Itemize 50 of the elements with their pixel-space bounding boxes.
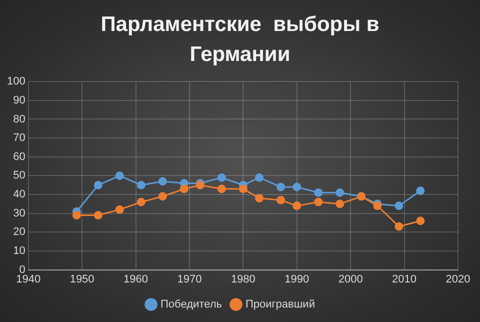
point: [115, 171, 124, 180]
x-tick-label: 1960: [124, 273, 148, 286]
chart-title: Парламентские выборы в Германии: [100, 12, 380, 68]
point: [115, 205, 124, 214]
point: [72, 210, 81, 220]
point: [94, 210, 102, 220]
point: [416, 216, 425, 226]
point: [276, 182, 286, 192]
point: [314, 198, 323, 206]
point: [217, 184, 226, 194]
point: [292, 202, 302, 210]
y-tick-label: 100: [6, 76, 26, 88]
point: [180, 184, 188, 194]
point: [394, 202, 404, 210]
x-tick-label: 1990: [284, 273, 310, 286]
point: [238, 184, 248, 194]
point: [336, 200, 344, 208]
x-tick-label: 1980: [230, 273, 256, 286]
point: [336, 188, 344, 197]
point: [217, 173, 226, 182]
y-tick-label: 10: [13, 245, 26, 258]
x-tick-label: 2010: [392, 273, 417, 286]
y-tick-label: 0: [19, 264, 26, 276]
y-tick-label: 50: [13, 170, 26, 182]
point: [255, 173, 264, 182]
y-tick-label: 30: [13, 207, 26, 220]
point: [158, 192, 167, 201]
x-tick-label: 1940: [16, 273, 41, 286]
point: [416, 186, 425, 196]
point: [292, 182, 302, 192]
x-tick-label: 1950: [70, 273, 94, 286]
x-tick-label: 2000: [338, 273, 363, 286]
y-tick-label: 40: [13, 188, 26, 201]
legend-label: Проигравший: [245, 298, 315, 311]
point: [136, 198, 146, 206]
point: [94, 180, 102, 190]
point: [314, 188, 323, 197]
y-tick-label: 80: [13, 113, 26, 126]
y-tick-label: 60: [13, 150, 26, 163]
point: [136, 180, 146, 190]
x-tick-label: 2020: [446, 273, 470, 286]
legend-label: Победитель: [160, 298, 222, 311]
y-tick-label: 70: [13, 132, 26, 144]
point: [276, 196, 286, 204]
y-tick-label: 20: [13, 226, 26, 238]
x-tick-label: 1970: [177, 273, 202, 286]
point: [394, 222, 404, 231]
y-tick-label: 90: [13, 94, 26, 106]
point: [255, 194, 264, 203]
point: [158, 177, 167, 186]
